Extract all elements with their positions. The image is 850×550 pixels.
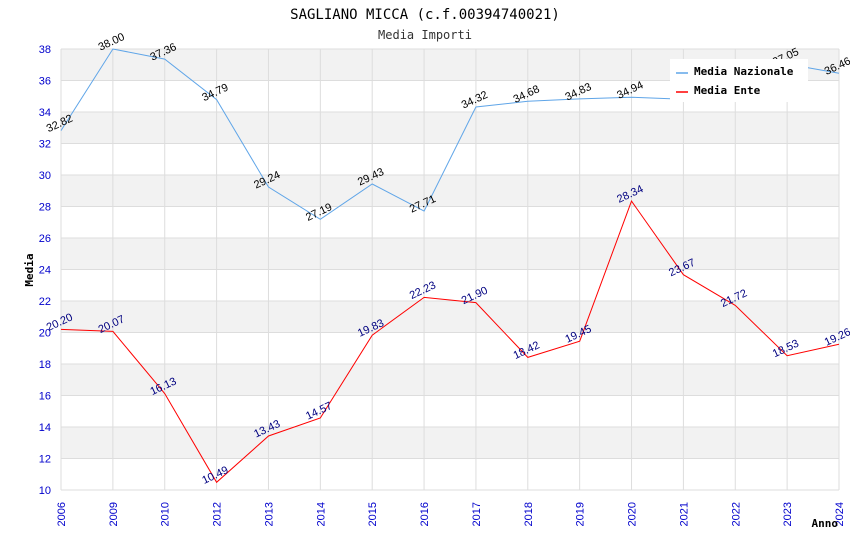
y-tick-label: 10 <box>39 485 51 497</box>
data-label-nazionale: 34.68 <box>512 83 542 106</box>
y-tick-label: 32 <box>39 139 51 151</box>
x-tick-label: 2013 <box>263 502 275 526</box>
series-line-media-ente <box>60 200 840 484</box>
plot-band <box>61 238 839 270</box>
legend-label-media-ente: Media Ente <box>694 84 761 97</box>
x-tick-label: 2014 <box>315 502 327 526</box>
data-label-nazionale: 34.94 <box>615 79 645 102</box>
plot-band <box>61 112 839 144</box>
y-tick-label: 30 <box>39 170 51 182</box>
data-label-ente: 18.53 <box>771 338 801 361</box>
x-tick-label: 2009 <box>108 502 120 526</box>
x-tick-label: 2015 <box>367 502 379 526</box>
data-label-nazionale: 34.32 <box>460 89 490 112</box>
x-tick-label: 2019 <box>575 502 587 526</box>
y-tick-label: 20 <box>39 328 51 340</box>
x-tick-label: 2024 <box>834 502 846 526</box>
y-tick-label: 18 <box>39 359 51 371</box>
y-tick-label: 34 <box>39 107 51 119</box>
x-tick-label: 2022 <box>730 502 742 526</box>
data-label-ente: 14.57 <box>304 400 334 423</box>
y-tick-label: 24 <box>39 265 51 277</box>
plot-band <box>61 364 839 396</box>
y-tick-label: 38 <box>39 44 51 56</box>
x-tick-label: 2010 <box>160 502 172 526</box>
plot-background-bands <box>61 49 839 459</box>
x-axis-ticks: 2006 2009 2010 2012 2013 2014 2015 2016 2017 2018… <box>56 502 846 526</box>
chart-subtitle: Media Importi <box>378 28 472 42</box>
y-tick-label: 36 <box>39 76 51 88</box>
data-label-ente: 10.49 <box>200 464 230 487</box>
x-tick-label: 2006 <box>56 502 68 526</box>
plot-band <box>61 427 839 459</box>
x-tick-label: 2018 <box>523 502 535 526</box>
x-axis-label: Anno <box>812 517 839 530</box>
data-label-ente: 18.42 <box>512 339 542 362</box>
y-tick-label: 26 <box>39 233 51 245</box>
x-tick-label: 2012 <box>212 502 224 526</box>
y-tick-label: 14 <box>39 422 51 434</box>
data-label-nazionale: 34.83 <box>563 81 593 104</box>
x-tick-label: 2021 <box>678 502 690 526</box>
x-tick-label: 2016 <box>419 502 431 526</box>
x-tick-label: 2023 <box>782 502 794 526</box>
legend-box <box>670 59 808 102</box>
data-label-nazionale: 34.79 <box>200 82 230 105</box>
y-tick-label: 22 <box>39 296 51 308</box>
plot-band <box>61 175 839 207</box>
x-tick-label: 2017 <box>471 502 483 526</box>
y-tick-label: 28 <box>39 202 51 214</box>
y-axis-ticks: 10 12 14 16 18 20 22 24 26 28 30 32 34 36 38 <box>39 44 51 497</box>
legend: Media Nazionale Media Ente <box>670 59 808 102</box>
legend-label-media-nazionale: Media Nazionale <box>694 65 794 78</box>
grid-lines <box>60 48 840 491</box>
y-axis-label: Media <box>23 253 36 286</box>
plot-band <box>61 301 839 333</box>
y-tick-label: 12 <box>39 454 51 466</box>
y-tick-label: 16 <box>39 391 51 403</box>
x-tick-label: 2020 <box>627 502 639 526</box>
chart-title: SAGLIANO MICCA (c.f.00394740021) <box>290 7 560 23</box>
